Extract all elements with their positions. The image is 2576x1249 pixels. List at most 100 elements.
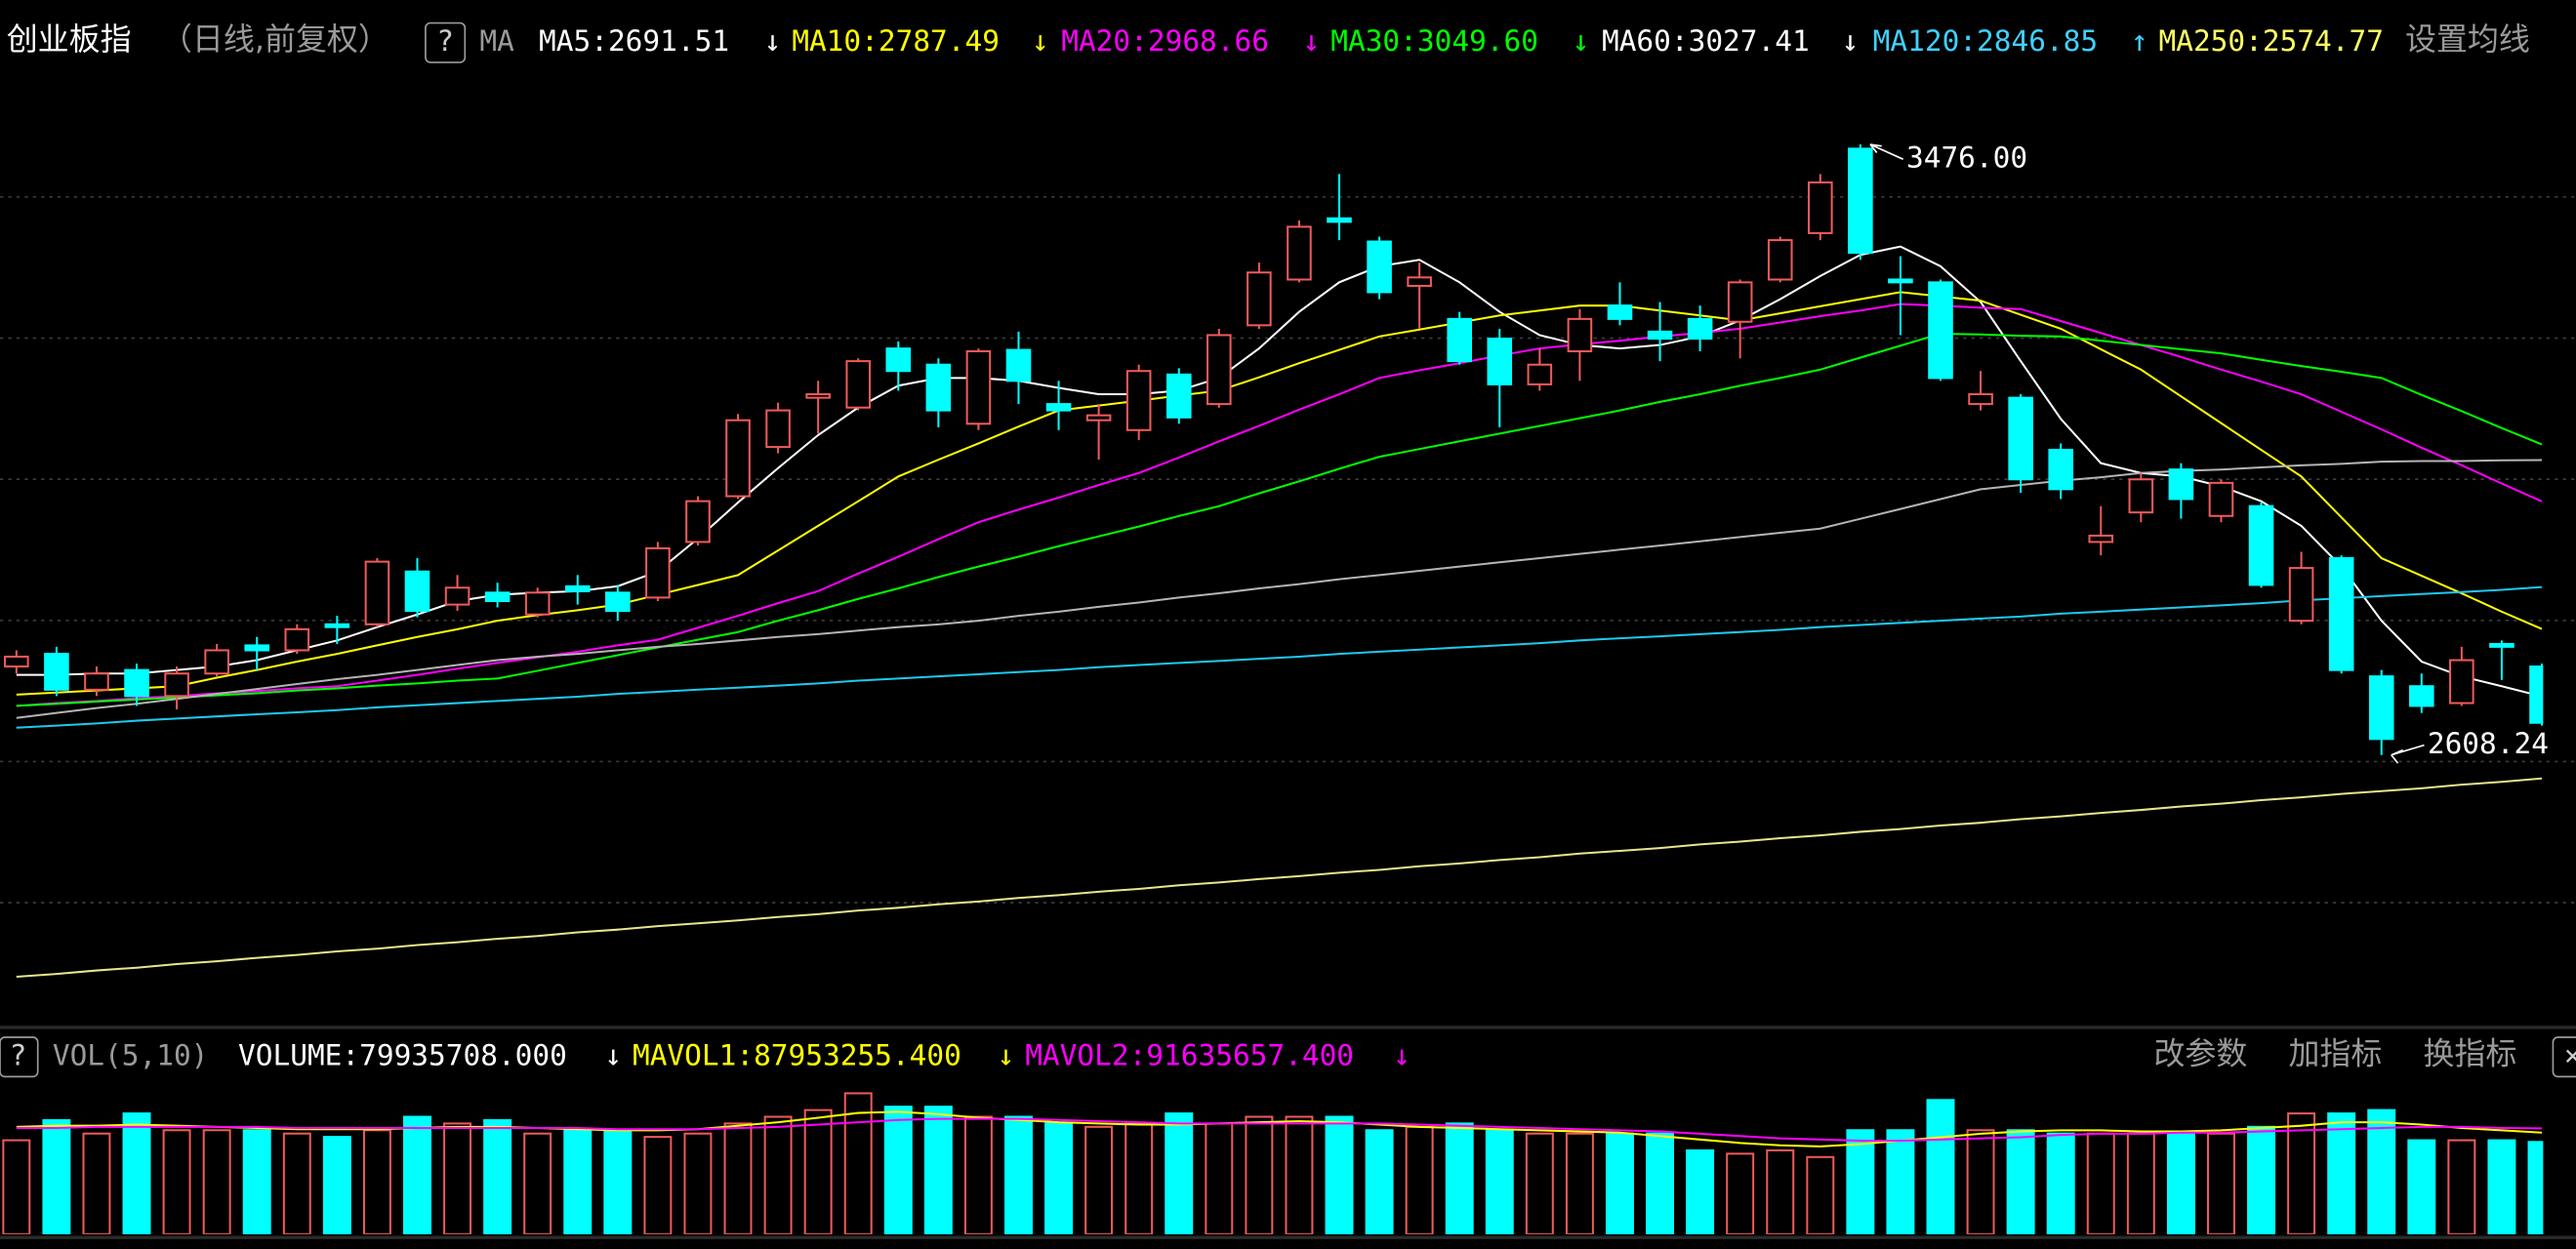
volume-bar <box>1004 1115 1033 1234</box>
mavol-legend: MAVOL1:87953255.400 <box>633 1039 961 1072</box>
candle-body <box>965 350 992 425</box>
candle-body <box>2409 685 2434 707</box>
volume-bar <box>282 1132 311 1234</box>
help-button[interactable] <box>425 21 467 63</box>
ma-line <box>16 777 2543 978</box>
volume-bar <box>2287 1112 2316 1234</box>
candle-body <box>1527 363 1553 385</box>
ma-label: MA <box>479 24 514 58</box>
volume-bar <box>2086 1132 2115 1234</box>
candle-body <box>2449 659 2474 705</box>
ma-line <box>16 585 2543 729</box>
toolbar-button[interactable]: 换指标 <box>2423 1035 2516 1072</box>
help-label[interactable]: ? <box>10 1039 27 1072</box>
candle-body <box>845 360 872 409</box>
volume-bar <box>603 1129 633 1234</box>
mavol-line <box>16 1117 2543 1142</box>
candle-body <box>2128 478 2154 514</box>
volume-bar <box>1365 1129 1394 1234</box>
grid <box>0 195 2576 904</box>
volume-bar <box>1445 1122 1474 1234</box>
candle-body <box>765 409 791 449</box>
volume-bar <box>2487 1139 2516 1234</box>
mavol-arrow: ↓ <box>1393 1039 1411 1072</box>
volume-bar <box>1525 1132 1554 1234</box>
candle-body <box>1206 334 1232 406</box>
mavol-arrow: ↓ <box>998 1039 1015 1072</box>
volume-bar <box>1205 1122 1234 1234</box>
candle-body <box>2008 396 2033 481</box>
candle-body <box>2288 567 2314 623</box>
annotation-arrowhead <box>1869 143 1882 153</box>
ma-legend: MA30:3049.60 <box>1330 24 1538 58</box>
volume-bar <box>1766 1148 1795 1234</box>
ma-legend: MA60:3027.41 <box>1602 24 1810 58</box>
volume-bar <box>2247 1125 2276 1234</box>
volume-bar <box>1485 1129 1514 1234</box>
candle-body <box>1487 338 1513 385</box>
candle-body <box>2168 468 2194 501</box>
candle-body <box>605 591 631 613</box>
close-label[interactable]: × <box>2564 1039 2576 1072</box>
volume-bar <box>322 1136 351 1234</box>
volume-bar <box>2327 1112 2356 1234</box>
volume-bar <box>763 1115 793 1234</box>
close-button[interactable] <box>2552 1036 2576 1078</box>
toolbar-button[interactable]: 加指标 <box>2288 1035 2382 1072</box>
help-label[interactable]: ? <box>436 24 454 58</box>
annotation: 2608.24 <box>2428 727 2549 760</box>
volume-bar <box>82 1132 111 1234</box>
volume-bar <box>683 1132 713 1234</box>
candle-body <box>164 672 189 698</box>
toolbar-button[interactable]: 改参数 <box>2153 1035 2247 1072</box>
volume-bar <box>843 1092 873 1234</box>
candle-body <box>1447 317 1473 363</box>
volume-bar <box>1605 1132 1634 1234</box>
volume-bar <box>963 1115 993 1234</box>
settings-button[interactable]: 设置均线 <box>2405 20 2530 58</box>
volume-bar <box>483 1118 512 1234</box>
volume-bar <box>122 1112 151 1234</box>
candle-body <box>1085 414 1112 422</box>
annotation-arrow <box>1869 143 1903 160</box>
volume-bar <box>242 1129 271 1234</box>
candle-body <box>645 546 671 599</box>
candle-body <box>124 668 149 698</box>
volume-bar <box>443 1122 472 1234</box>
candle-body <box>1808 181 1833 234</box>
ma-line <box>16 459 2543 719</box>
candle-body <box>1407 276 1432 287</box>
candle-body <box>1367 240 1392 294</box>
ma-arrow: ↓ <box>1032 24 1049 58</box>
volume-arrow: ↓ <box>604 1039 622 1072</box>
candle-body <box>1567 317 1593 353</box>
volume-bar <box>1245 1115 1274 1234</box>
ma-legend: MA5:2691.51 <box>539 24 729 58</box>
candle-body <box>244 644 270 652</box>
volume-bar <box>1325 1115 1354 1234</box>
volume-bar <box>162 1129 191 1234</box>
volume-bar <box>2046 1132 2075 1234</box>
volume-bar <box>1405 1125 1434 1234</box>
volume-bar <box>2166 1132 2195 1234</box>
candle-body <box>1848 147 1873 255</box>
candle-body <box>324 623 350 628</box>
candle-body <box>4 655 29 668</box>
candle-body <box>2368 675 2394 741</box>
ma-line <box>16 291 2543 696</box>
annotation-arrowhead <box>2391 748 2403 764</box>
candle-body <box>1125 370 1152 431</box>
volume-bar <box>2206 1132 2235 1234</box>
candle-body <box>444 586 470 606</box>
volume-bar <box>803 1108 833 1234</box>
candle-body <box>1687 317 1713 341</box>
candle-body <box>2088 534 2114 544</box>
help-button[interactable] <box>0 1036 39 1078</box>
volume-bar <box>1124 1122 1154 1234</box>
ma-legend: MA250:2574.77 <box>2159 24 2384 58</box>
ma-legend: MA10:2787.49 <box>792 24 1000 58</box>
candle-body <box>404 570 430 613</box>
